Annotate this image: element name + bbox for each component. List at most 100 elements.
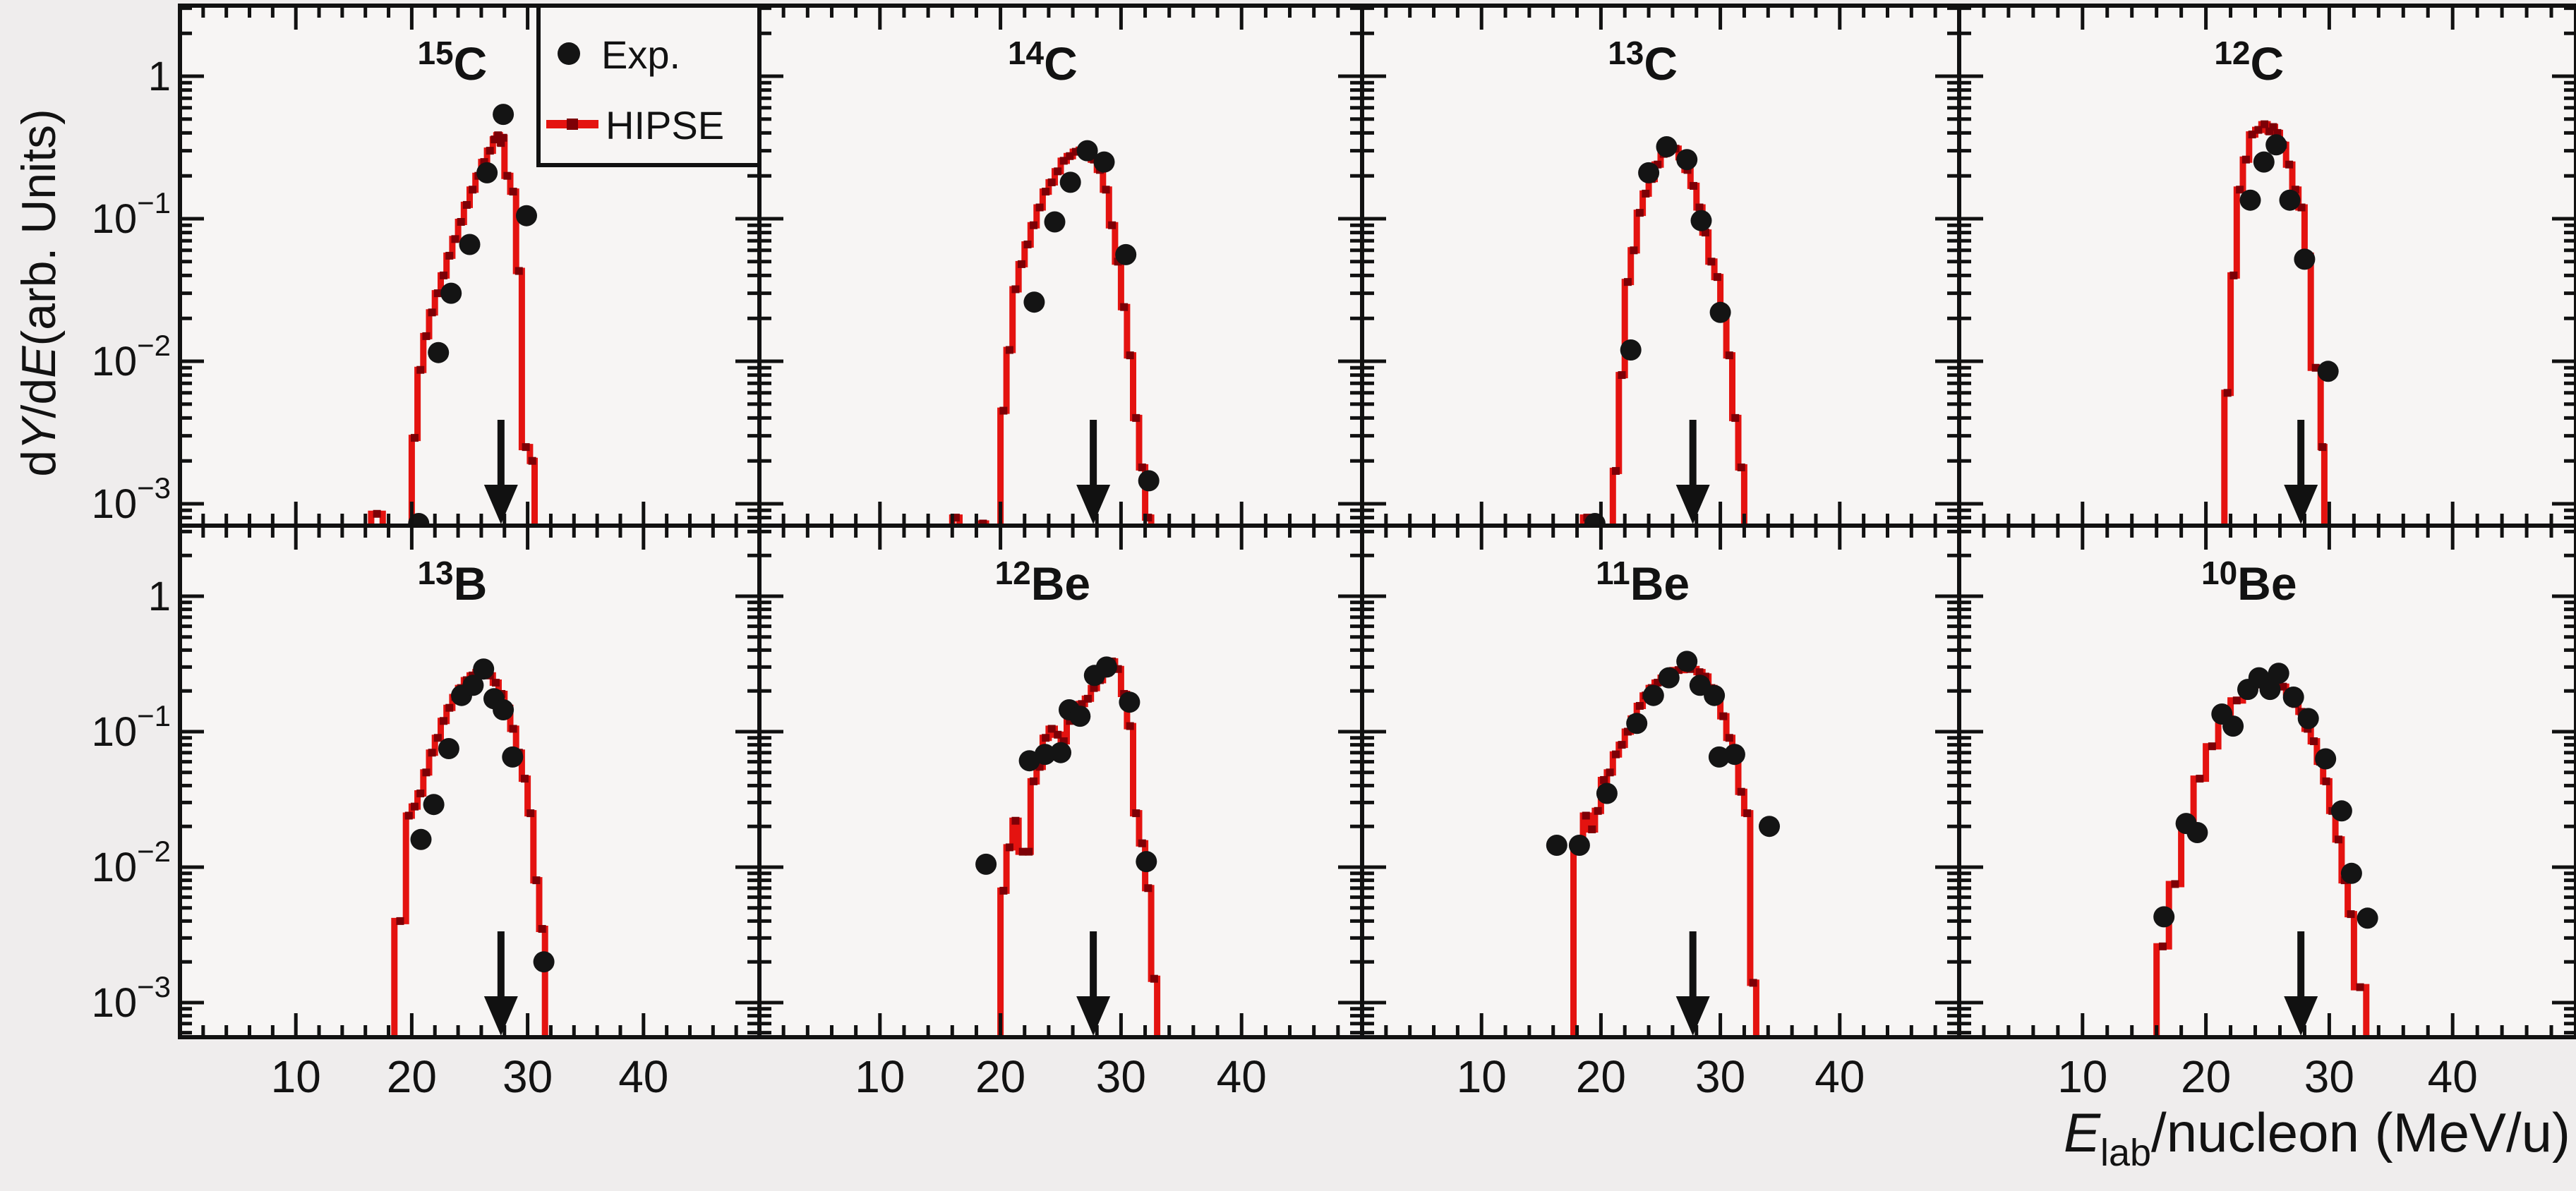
beam-energy-arrow (2284, 420, 2318, 524)
hipse-bin-marker (999, 886, 1008, 895)
exp-data-point (2357, 907, 2378, 929)
panel-plot-area (1959, 526, 2576, 1037)
hipse-bin-marker (1023, 240, 1032, 248)
hipse-bin-marker (1017, 260, 1025, 268)
beam-energy-arrow (1675, 931, 1710, 1036)
exp-data-point (2253, 151, 2275, 173)
panel-plot-area (1362, 6, 1959, 526)
exp-data-point (1076, 140, 1098, 162)
exp-data-point (2315, 748, 2337, 770)
hipse-bin-marker (2265, 127, 2274, 135)
beam-energy-arrow (1076, 420, 1111, 524)
hipse-bin-marker (396, 917, 404, 925)
hipse-bin-marker (2285, 160, 2294, 169)
hipse-bin-marker (514, 267, 523, 275)
x-tick-label: 10 (1457, 1051, 1507, 1102)
hipse-bin-marker (1071, 147, 1080, 156)
hipse-bin-marker (1674, 666, 1683, 675)
hipse-bin-marker (433, 734, 442, 742)
hipse-bin-marker (1713, 273, 1721, 282)
exp-data-point (1034, 744, 1056, 766)
exp-data-point (1656, 136, 1678, 157)
x-tick-label: 10 (2057, 1051, 2107, 1102)
hipse-bin-marker (1126, 351, 1134, 360)
hipse-bin-marker (1635, 701, 1644, 710)
hipse-bin-marker (440, 271, 448, 279)
hipse-bin-marker (1144, 884, 1152, 893)
hipse-bin-marker (522, 443, 530, 452)
hipse-bin-marker (1642, 189, 1650, 198)
hipse-bin-marker (457, 217, 465, 226)
hipse-bin-marker (509, 188, 517, 196)
y-tick-label: 10−2 (92, 329, 171, 385)
hipse-bin-marker (2335, 835, 2343, 844)
hipse-bin-marker (1005, 843, 1013, 852)
panel-plot-area (759, 6, 1362, 526)
panel-data-layer (975, 656, 1161, 1039)
exp-data-point (410, 828, 432, 850)
y-tick-label: 10−2 (92, 835, 171, 890)
panel-data-layer (1546, 651, 1780, 1039)
hipse-bin-marker (445, 251, 454, 260)
hipse-bin-marker (1612, 466, 1620, 475)
hipse-bin-marker (1030, 221, 1038, 229)
hipse-bin-marker (2269, 123, 2277, 131)
hipse-bin-marker (428, 749, 436, 757)
beam-energy-arrow (2284, 931, 2318, 1036)
panel-title: 11Be (1596, 555, 1690, 610)
exp-data-point (493, 699, 514, 720)
panel-plot-area (759, 526, 1362, 1037)
hipse-bin-marker (1102, 186, 1110, 194)
panel-14C: 14C (757, 4, 1364, 528)
exp-data-point (440, 282, 462, 304)
hipse-bin-marker (1059, 737, 1068, 746)
legend-hipse-marker-icon (567, 119, 578, 130)
x-tick-label: 40 (618, 1051, 668, 1102)
hipse-bin-marker (1731, 413, 1740, 422)
hipse-bin-marker (416, 790, 425, 798)
hipse-bin-marker (2232, 696, 2241, 705)
hipse-bin-marker (1594, 806, 1602, 815)
exp-data-point (502, 746, 524, 768)
hipse-bin-marker (1588, 825, 1596, 833)
hipse-bin-marker (416, 365, 425, 374)
exp-data-point (1138, 470, 1160, 492)
hipse-bin-marker (1138, 463, 1146, 471)
exp-data-point (1626, 713, 1648, 734)
hipse-bin-marker (1612, 750, 1620, 758)
exp-data-point (1069, 706, 1091, 727)
panel-plot-area (180, 526, 759, 1037)
hipse-bin-marker (2291, 186, 2299, 194)
hipse-bin-marker (1035, 203, 1044, 212)
panel-title: 15C (417, 35, 487, 90)
hipse-bin-marker (1582, 811, 1590, 820)
y-tick-label: 10−3 (92, 471, 171, 527)
hipse-bin-marker (1018, 847, 1027, 856)
panel-11Be: 11Be 10 20 30 40 (1360, 524, 1961, 1102)
y-tick-label: 10−1 (92, 186, 171, 242)
hipse-bin-marker (1132, 413, 1140, 422)
exp-data-point (1620, 339, 1642, 361)
hipse-bin-marker (433, 289, 442, 298)
hipse-bin-marker (1743, 809, 1752, 818)
exp-data-point (423, 794, 445, 816)
hipse-bin-marker (2297, 203, 2306, 212)
hipse-bin-marker (1066, 152, 1074, 160)
exp-data-point (1596, 782, 1618, 804)
panel-12Be: 12Be 10 20 30 40 (757, 524, 1364, 1102)
hipse-bin-marker (1654, 160, 1662, 169)
hipse-bin-marker (1066, 717, 1074, 725)
hipse-bin-marker (1011, 816, 1020, 825)
hipse-bin-marker (494, 131, 502, 140)
hipse-bin-marker (1618, 371, 1626, 380)
hipse-bin-marker (1114, 665, 1122, 673)
hipse-bin-marker (1606, 768, 1614, 777)
hipse-bin-marker (2254, 126, 2263, 134)
hipse-bin-marker (1047, 725, 1056, 733)
hipse-bin-marker (2241, 155, 2250, 164)
x-tick-label: 40 (1814, 1051, 1865, 1102)
hipse-bin-marker (2208, 742, 2216, 751)
hipse-bin-marker (491, 679, 500, 687)
hipse-bin-marker (1654, 679, 1662, 687)
